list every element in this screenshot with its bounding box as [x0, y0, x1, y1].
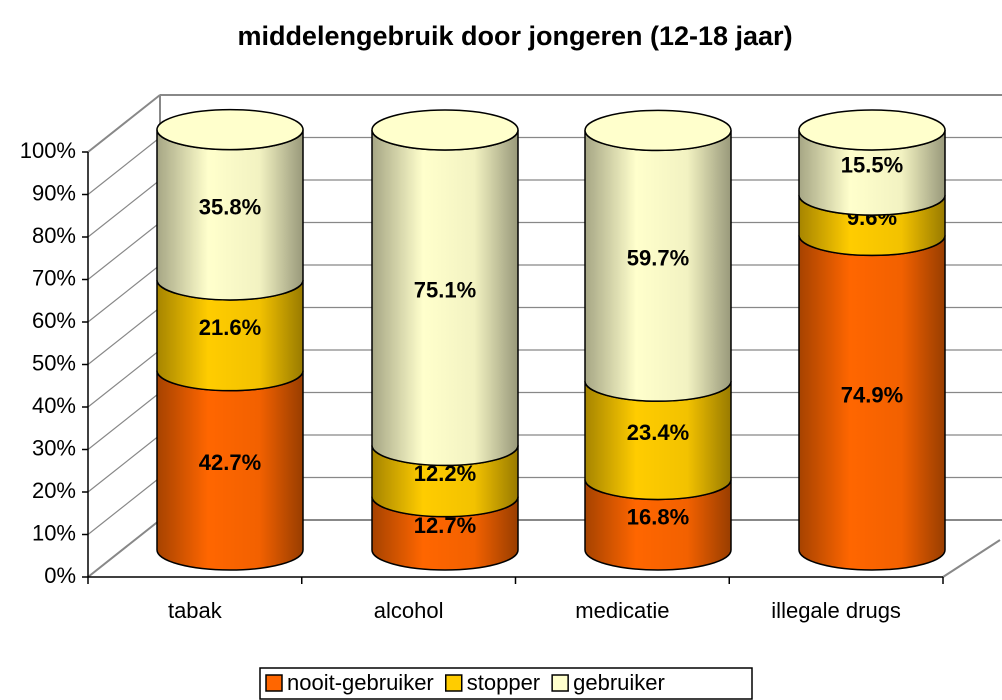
- y-tick-label: 40%: [32, 393, 76, 418]
- legend-frame: [259, 667, 753, 700]
- cylinder-segment: [584, 381, 732, 501]
- y-tick-label: 60%: [32, 308, 76, 333]
- bar-shade: [585, 381, 731, 500]
- bar-top: [798, 109, 946, 151]
- x-tick-label: illegale drugs: [771, 598, 901, 623]
- bar-shade: [372, 496, 518, 570]
- y-tick-label: 100%: [20, 138, 76, 163]
- chart-title: middelengebruik door jongeren (12-18 jaa…: [237, 21, 792, 51]
- legend-label: gebruiker: [573, 670, 665, 695]
- data-label: 15.5%: [841, 152, 903, 177]
- bar-shade: [799, 195, 945, 256]
- cylinder-segment: [371, 109, 519, 467]
- data-label: 21.6%: [199, 315, 261, 340]
- data-label: 16.8%: [627, 505, 689, 530]
- cylinder-segment: [156, 279, 304, 392]
- data-label: 74.9%: [841, 383, 903, 408]
- cylinder-segment: [156, 370, 304, 571]
- y-tick-label: 70%: [32, 265, 76, 290]
- legend-label: nooit-gebruiker: [287, 670, 434, 695]
- y-tick-label: 90%: [32, 180, 76, 205]
- bar-shade: [585, 479, 731, 570]
- floor-right: [942, 539, 1001, 578]
- y-tick-label: 30%: [32, 435, 76, 460]
- data-label: 23.4%: [627, 420, 689, 445]
- bar-shade: [157, 279, 303, 391]
- bar-shade: [799, 235, 945, 571]
- grid-line: [87, 94, 1002, 153]
- bar-shade: [157, 370, 303, 570]
- bar-shade: [157, 129, 303, 300]
- legend-swatch: [265, 674, 283, 692]
- bar-shade: [585, 130, 731, 402]
- data-label: 59.7%: [627, 246, 689, 271]
- bar-shade: [372, 130, 518, 466]
- bar-top: [371, 109, 519, 151]
- y-tick-label: 0%: [44, 563, 76, 588]
- cylinder-segment: [798, 235, 946, 571]
- y-tick-label: 20%: [32, 478, 76, 503]
- data-label: 35.8%: [199, 195, 261, 220]
- cylinder-segment: [371, 496, 519, 571]
- y-tick-label: 50%: [32, 350, 76, 375]
- legend-swatch: [445, 674, 463, 692]
- data-label: 75.1%: [414, 278, 476, 303]
- bar-top: [584, 109, 732, 152]
- legend: nooit-gebruiker stopper gebruiker: [259, 667, 753, 700]
- data-label: 42.7%: [199, 450, 261, 475]
- x-tick-label: medicatie: [575, 598, 669, 623]
- cylinder-segment: [798, 109, 946, 216]
- cylinder-segment: [156, 108, 304, 301]
- y-tick-label: 80%: [32, 223, 76, 248]
- bar-shade: [799, 130, 945, 216]
- legend-label: stopper: [467, 670, 540, 695]
- legend-swatch: [551, 674, 569, 692]
- y-tick-label: 10%: [32, 520, 76, 545]
- x-tick-label: alcohol: [374, 598, 444, 623]
- x-tick-label: tabak: [168, 598, 223, 623]
- cylinder-segment: [584, 109, 732, 402]
- bar-top: [156, 108, 304, 151]
- cylinder-segment: [584, 479, 732, 571]
